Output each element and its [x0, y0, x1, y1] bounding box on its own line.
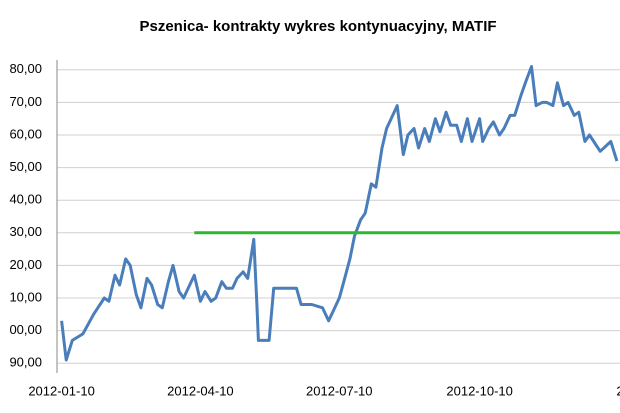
- x-tick-label: 2012-10-10: [446, 383, 513, 398]
- y-tick-label: 40,00: [9, 192, 42, 207]
- y-tick-label: 10,00: [9, 289, 42, 304]
- y-tick-label: 90,00: [9, 355, 42, 370]
- chart-title: Pszenica- kontrakty wykres kontynuacyjny…: [139, 18, 496, 35]
- y-tick-label: 70,00: [9, 94, 42, 109]
- x-tick-label: 2012-04-10: [167, 383, 234, 398]
- y-tick-label: 50,00: [9, 159, 42, 174]
- y-tick-label: 00,00: [9, 322, 42, 337]
- x-tick-label: 2012-01-10: [28, 383, 95, 398]
- series-line: [60, 65, 619, 362]
- x-tick-label: 2: [616, 383, 620, 398]
- y-tick-label: 80,00: [9, 61, 42, 76]
- y-tick-label: 20,00: [9, 257, 42, 272]
- y-tick-label: 60,00: [9, 126, 42, 141]
- x-tick-label: 2012-07-10: [306, 383, 373, 398]
- y-tick-label: 30,00: [9, 224, 42, 239]
